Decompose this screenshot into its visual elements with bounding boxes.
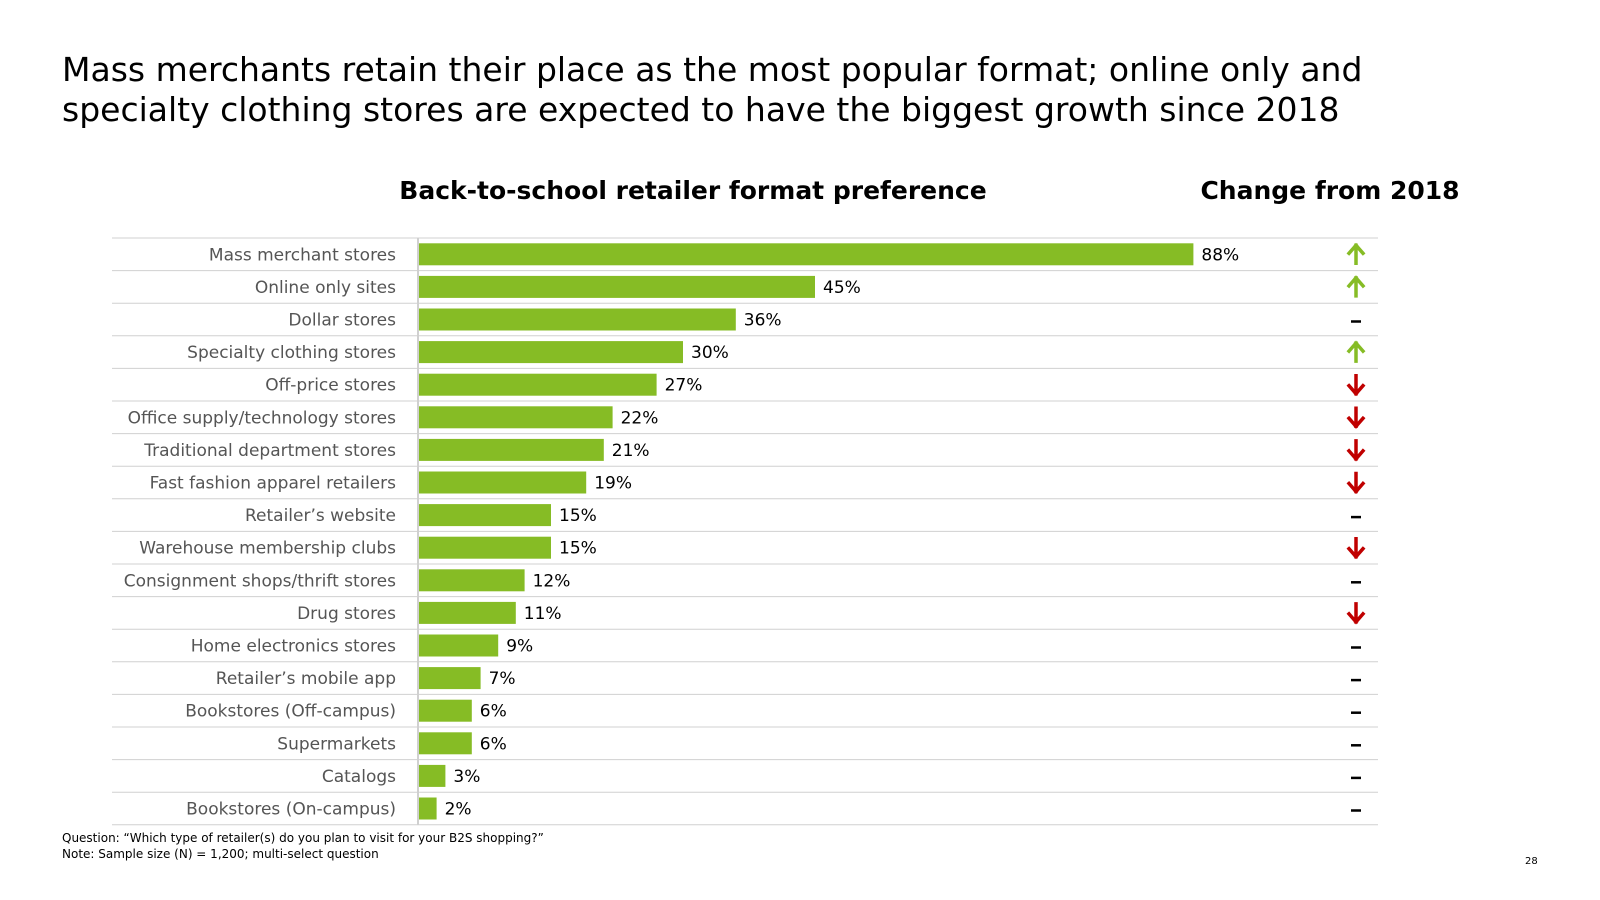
change-column-title: Change from 2018 xyxy=(1200,176,1460,205)
category-label: Traditional department stores xyxy=(143,441,396,461)
change-down-arrow-icon xyxy=(1346,602,1366,625)
change-down-arrow-icon xyxy=(1346,373,1366,397)
bar xyxy=(419,308,736,331)
data-label: 27% xyxy=(665,376,703,396)
bar xyxy=(419,536,551,559)
change-up-arrow-icon xyxy=(1346,340,1366,363)
category-label: Bookstores (On-campus) xyxy=(186,800,396,820)
bar xyxy=(419,275,815,298)
data-label: 9% xyxy=(506,637,533,657)
category-label: Off-price stores xyxy=(265,376,396,396)
category-label: Office supply/technology stores xyxy=(128,408,397,428)
category-label: Fast fashion apparel retailers xyxy=(150,474,397,494)
category-label: Specialty clothing stores xyxy=(187,343,396,363)
category-label: Bookstores (Off-campus) xyxy=(185,702,396,722)
bar xyxy=(419,797,437,820)
data-label: 2% xyxy=(445,800,472,820)
bar xyxy=(419,601,516,624)
change-down-arrow-icon xyxy=(1346,471,1366,494)
data-label: 21% xyxy=(612,441,650,461)
data-label: 12% xyxy=(533,571,571,591)
data-label: 11% xyxy=(524,604,562,624)
category-label: Drug stores xyxy=(297,604,396,624)
footer-question: Question: “Which type of retailer(s) do … xyxy=(62,831,544,845)
chart-title: Back-to-school retailer format preferenc… xyxy=(399,176,987,205)
change-down-arrow-icon xyxy=(1346,439,1366,462)
data-label: 3% xyxy=(453,767,480,787)
data-label: 15% xyxy=(559,539,597,559)
data-label: 6% xyxy=(480,734,507,754)
category-label: Retailer’s mobile app xyxy=(216,669,396,689)
category-label: Home electronics stores xyxy=(191,637,396,657)
footer-notes: Question: “Which type of retailer(s) do … xyxy=(62,830,544,862)
data-label: 19% xyxy=(594,474,632,494)
data-label: 36% xyxy=(744,311,782,331)
bar xyxy=(419,699,472,722)
page-number: 28 xyxy=(1525,856,1538,867)
change-down-arrow-icon xyxy=(1346,406,1366,429)
bar xyxy=(419,764,446,787)
bar xyxy=(419,243,1194,266)
data-label: 45% xyxy=(823,278,861,298)
bar xyxy=(419,471,587,494)
data-label: 30% xyxy=(691,343,729,363)
data-label: 6% xyxy=(480,702,507,722)
category-label: Mass merchant stores xyxy=(209,245,396,265)
bar xyxy=(419,634,499,657)
bar xyxy=(419,438,604,461)
bar xyxy=(419,504,551,527)
bar xyxy=(419,732,472,755)
bar xyxy=(419,406,613,429)
category-label: Warehouse membership clubs xyxy=(139,539,396,559)
category-label: Retailer’s website xyxy=(245,506,396,526)
bar xyxy=(419,373,657,396)
data-label: 22% xyxy=(621,408,659,428)
category-label: Online only sites xyxy=(255,278,396,298)
bar xyxy=(419,667,481,690)
data-label: 15% xyxy=(559,506,597,526)
category-label: Dollar stores xyxy=(288,311,396,331)
page-title: Mass merchants retain their place as the… xyxy=(62,50,1363,129)
change-up-arrow-icon xyxy=(1346,242,1366,266)
bar xyxy=(419,569,525,592)
category-label: Supermarkets xyxy=(277,734,396,754)
change-down-arrow-icon xyxy=(1346,536,1366,560)
category-label: Consignment shops/thrift stores xyxy=(124,571,396,591)
data-label: 7% xyxy=(489,669,516,689)
bar xyxy=(419,341,683,364)
change-up-arrow-icon xyxy=(1346,275,1366,298)
category-label: Catalogs xyxy=(322,767,396,787)
data-label: 88% xyxy=(1201,245,1239,265)
footer-note: Note: Sample size (N) = 1,200; multi-sel… xyxy=(62,847,379,861)
